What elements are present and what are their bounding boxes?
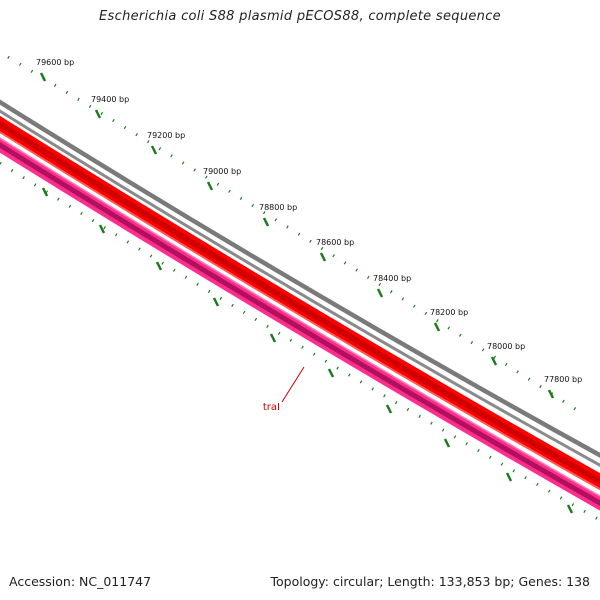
accession-text: Accession: NC_011747 [9, 574, 152, 589]
inner-ruler-tick [505, 472, 513, 482]
trai-gene-band-shade [0, 142, 600, 507]
forward-gene-feature [0, 115, 600, 491]
sequence-summary-text: Topology: circular; Length: 133,853 bp; … [270, 574, 591, 589]
outer-ruler-tick [150, 145, 158, 155]
inner-ruler-tick [566, 504, 574, 514]
ruler-tick-label: 78000 bp [487, 342, 525, 351]
ruler-tick-label: 79600 bp [36, 58, 74, 67]
outer-ruler-tick [319, 252, 327, 262]
inner-ruler-tick [41, 187, 49, 197]
outer-ruler-tick [547, 389, 555, 399]
inner-ruler [0, 161, 599, 521]
trai-label-group: traI [263, 366, 305, 413]
ruler-tick-label: 77800 bp [544, 375, 582, 384]
backbone-white-gap [0, 105, 600, 463]
outer-ruler-major-ticks [39, 72, 555, 399]
trai-leader-line [281, 366, 305, 403]
outer-ruler-tick [206, 181, 214, 191]
outer-ruler: 79600 bp 79400 bp 79200 bp 79000 bp 78800 bp… [7, 55, 582, 414]
forward-gene-band-shade [0, 120, 600, 485]
inner-ruler-tick [269, 333, 277, 343]
inner-ruler-tick [443, 438, 451, 448]
backbone [0, 99, 600, 467]
ruler-tick-label: 78400 bp [373, 274, 411, 283]
ruler-tick-label: 78800 bp [259, 203, 297, 212]
trai-gene-band-edge [0, 137, 600, 498]
ruler-tick-label: 79200 bp [147, 131, 185, 140]
ruler-tick-label: 79000 bp [203, 167, 241, 176]
outer-ruler-tick-labels: 79600 bp 79400 bp 79200 bp 79000 bp 78800 bp… [36, 58, 582, 384]
trai-gene-label: traI [263, 402, 280, 413]
outer-ruler-tick [490, 356, 498, 366]
page-title: Escherichia coli S88 plasmid pECOS88, co… [99, 9, 501, 24]
outer-ruler-tick [94, 109, 102, 119]
outer-ruler-tick [376, 288, 384, 298]
outer-ruler-tick [262, 217, 270, 227]
ruler-tick-label: 78600 bp [316, 238, 354, 247]
inner-ruler-tick [327, 368, 335, 378]
forward-gene-band-edge [0, 130, 600, 491]
outer-ruler-tick [39, 72, 47, 82]
inner-ruler-dots [0, 161, 599, 521]
backbone-inner-line [0, 109, 600, 467]
ruler-tick-label: 79400 bp [91, 95, 129, 104]
inner-ruler-tick [98, 224, 106, 234]
inner-ruler-tick [212, 297, 220, 307]
ruler-tick-label: 78200 bp [430, 308, 468, 317]
trai-gene-feature [0, 137, 600, 511]
inner-ruler-tick [385, 404, 393, 414]
backbone-outer-line [0, 99, 600, 458]
outer-ruler-tick [433, 322, 441, 332]
inner-ruler-tick [155, 261, 163, 271]
inner-ruler-major-ticks [41, 187, 574, 514]
